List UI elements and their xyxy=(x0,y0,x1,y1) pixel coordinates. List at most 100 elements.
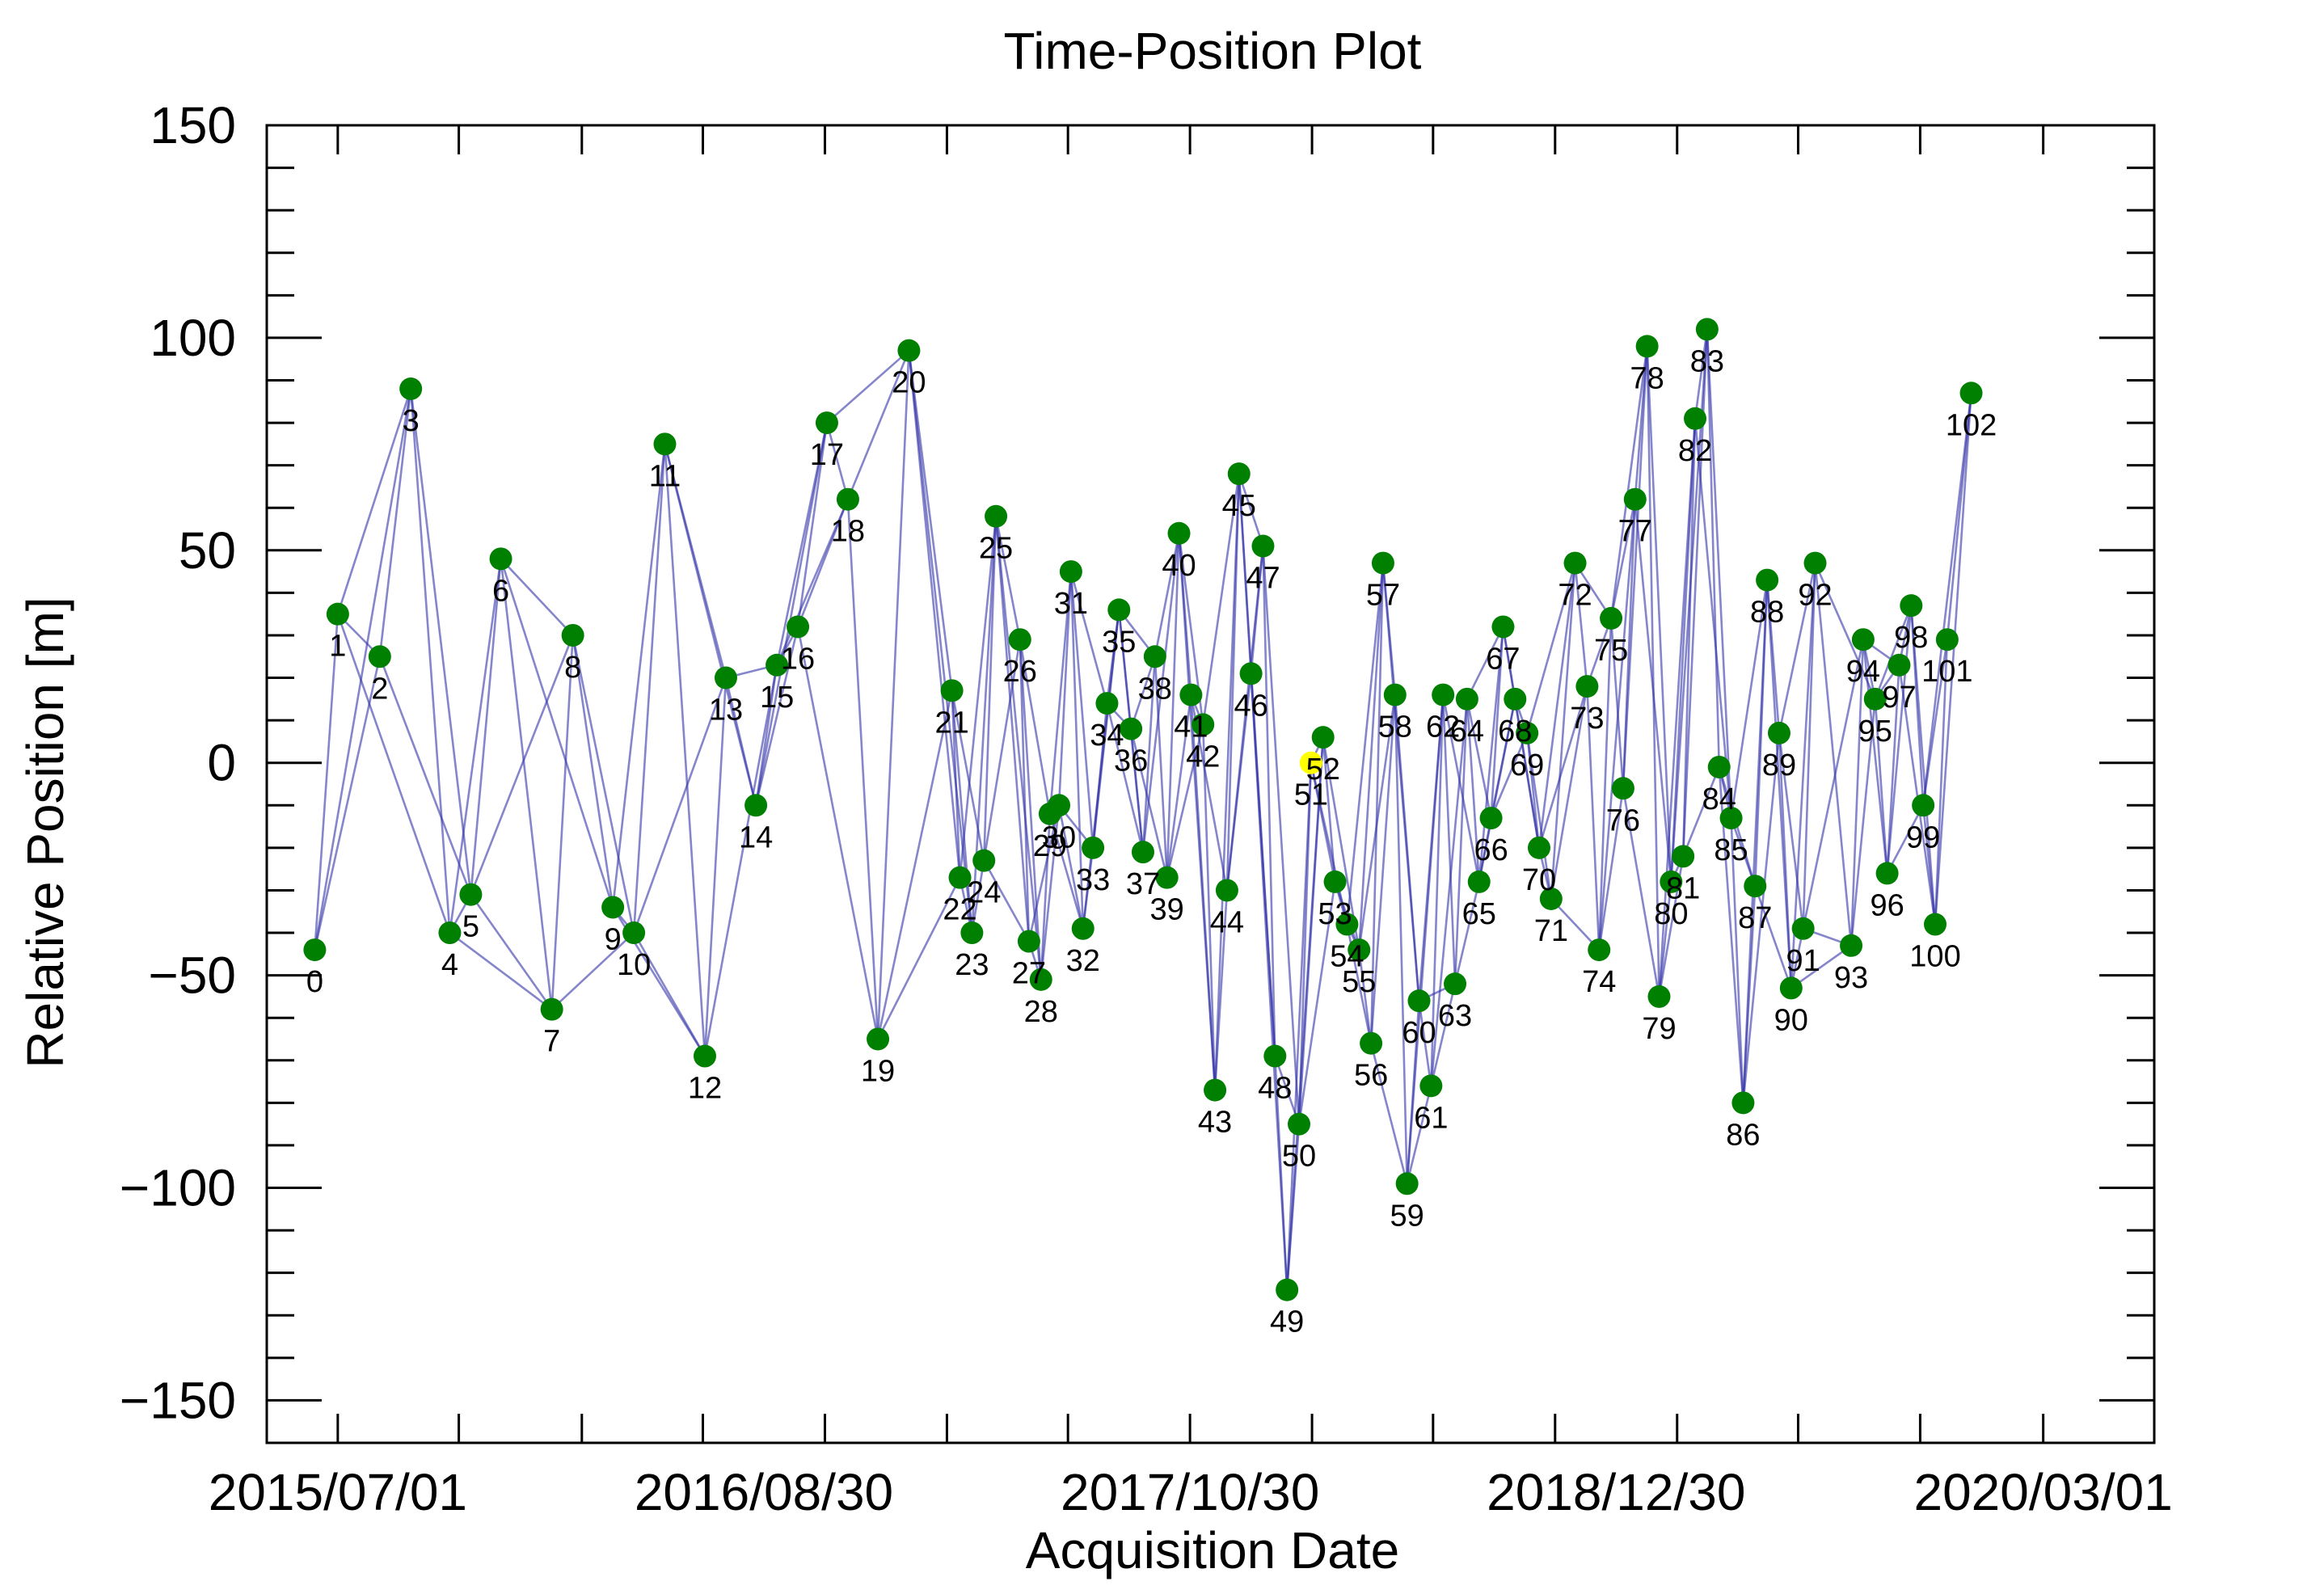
data-point xyxy=(1863,687,1887,711)
data-point xyxy=(693,1044,716,1068)
point-label: 71 xyxy=(1534,914,1568,948)
connection-line xyxy=(470,559,502,895)
connection-line xyxy=(1369,563,1385,1044)
connection-line xyxy=(1478,626,1504,883)
point-label: 54 xyxy=(1330,940,1364,974)
point-label: 44 xyxy=(1210,905,1244,939)
point-label: 82 xyxy=(1678,434,1712,468)
point-label: 73 xyxy=(1570,702,1604,736)
connection-line xyxy=(1886,605,1913,874)
connection-line xyxy=(1154,656,1168,878)
connection-line xyxy=(470,893,553,1010)
data-point xyxy=(1059,560,1082,584)
connection-line xyxy=(1453,881,1481,985)
data-point xyxy=(1371,551,1394,575)
point-label: 5 xyxy=(462,910,479,944)
point-label: 70 xyxy=(1522,863,1556,897)
connection-line xyxy=(1753,580,1769,887)
connection-line xyxy=(378,656,472,896)
connection-line xyxy=(846,499,879,1039)
data-point xyxy=(561,623,584,647)
data-point xyxy=(1588,938,1611,962)
connection-line xyxy=(1609,618,1625,789)
connection-line xyxy=(1597,788,1625,951)
data-point xyxy=(1155,866,1179,889)
connection-line xyxy=(951,690,961,878)
connection-line xyxy=(1262,546,1301,1124)
connection-line xyxy=(754,626,799,806)
point-label: 47 xyxy=(1246,562,1280,596)
connection-line xyxy=(1778,732,1804,929)
data-point xyxy=(1455,687,1478,711)
data-point xyxy=(1360,1031,1383,1055)
point-label: 26 xyxy=(1003,655,1037,689)
data-point xyxy=(1600,606,1623,630)
data-point xyxy=(653,432,677,456)
connection-line xyxy=(1106,702,1145,853)
x-tick-labels: 2015/07/01 2016/08/30 2017/10/30 2018/12/30… xyxy=(209,1463,2173,1521)
connection-line xyxy=(314,388,412,951)
data-point xyxy=(960,921,984,945)
point-label: 37 xyxy=(1126,867,1160,901)
connection-line xyxy=(1790,944,1852,989)
x-tick-label: 2018/12/30 xyxy=(1487,1463,1745,1521)
point-label: 52 xyxy=(1306,753,1340,786)
connection-line xyxy=(1262,546,1276,1056)
data-point xyxy=(1479,807,1503,830)
connection-line xyxy=(982,639,1022,861)
connection-line xyxy=(336,388,412,615)
point-label: 84 xyxy=(1702,782,1736,816)
connection-line xyxy=(500,558,614,908)
connection-line xyxy=(500,559,553,1010)
point-label: 24 xyxy=(967,876,1001,910)
connection-line xyxy=(1322,736,1360,951)
point-label: 75 xyxy=(1594,634,1628,668)
data-point xyxy=(1719,807,1743,830)
data-point xyxy=(1744,875,1767,898)
point-label: 55 xyxy=(1342,965,1376,999)
y-tick-label: 0 xyxy=(207,734,236,792)
data-point xyxy=(1935,628,1959,652)
connection-line xyxy=(1406,1086,1432,1184)
data-point xyxy=(1131,841,1154,864)
connection-line xyxy=(572,635,635,934)
data-point xyxy=(1215,879,1238,902)
data-point xyxy=(897,339,921,362)
connection-line xyxy=(1322,737,1336,883)
connection-line xyxy=(1201,724,1217,1090)
connection-line xyxy=(908,350,973,934)
connection-line xyxy=(1874,698,1888,874)
data-point xyxy=(1179,683,1203,706)
point-label: 53 xyxy=(1318,897,1352,931)
connection-line xyxy=(1190,694,1217,1090)
data-point xyxy=(1288,1112,1311,1136)
connection-line xyxy=(632,444,666,934)
connection-line xyxy=(1525,563,1576,734)
point-label: 35 xyxy=(1102,625,1136,659)
connection-line xyxy=(826,349,910,424)
data-point xyxy=(1082,836,1105,859)
data-point xyxy=(1539,887,1563,910)
data-point xyxy=(601,896,625,919)
data-point xyxy=(1311,726,1335,749)
connection-line xyxy=(1622,346,1648,789)
data-point xyxy=(1008,628,1031,652)
data-point xyxy=(1432,683,1455,706)
connection-line xyxy=(1550,685,1588,900)
connection-line xyxy=(1166,724,1204,878)
data-point xyxy=(1467,870,1491,893)
data-point xyxy=(1695,318,1719,341)
connection-line xyxy=(1441,694,1457,985)
connection-line xyxy=(1849,639,1865,946)
point-label: 62 xyxy=(1426,711,1460,744)
data-point xyxy=(326,602,349,626)
point-label: 20 xyxy=(892,366,926,400)
data-point xyxy=(1383,683,1407,706)
connection-line xyxy=(1634,346,1648,500)
connection-line xyxy=(1706,329,1721,768)
point-label: 86 xyxy=(1726,1118,1760,1152)
data-point xyxy=(1095,692,1119,715)
axis-ticks xyxy=(267,124,2154,1444)
connection-line xyxy=(1802,563,1816,929)
point-label: 101 xyxy=(1921,655,1972,689)
